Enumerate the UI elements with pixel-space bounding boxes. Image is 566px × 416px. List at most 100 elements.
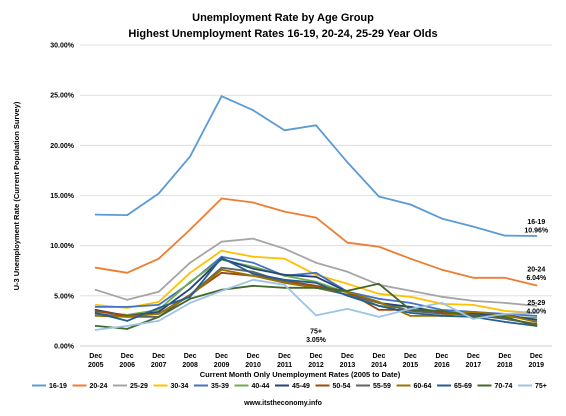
data-point-35-39 [378, 297, 380, 300]
legend-label: 65-69 [454, 383, 472, 390]
data-point-70-74 [126, 328, 129, 330]
legend-label: 45-49 [292, 383, 310, 390]
data-point-70-74 [440, 309, 443, 312]
data-point-75+ [157, 320, 160, 322]
data-point-45-49 [315, 275, 317, 278]
series-end-label: 4.00% [526, 308, 547, 315]
x-tick-year: 2014 [371, 362, 387, 369]
data-point-16-19 [189, 155, 192, 158]
data-point-20-24 [472, 276, 475, 279]
data-point-25-29 [503, 301, 506, 304]
data-point-25-29 [346, 270, 349, 273]
data-point-30-34 [315, 273, 317, 276]
x-tick-year: 2006 [119, 362, 135, 369]
data-point-70-74 [252, 284, 254, 287]
y-tick-label: 20.00% [50, 143, 75, 150]
legend-label: 50-54 [333, 383, 351, 390]
data-point-16-19 [315, 124, 317, 127]
x-tick-year: 2009 [214, 362, 230, 369]
data-point-55-59 [220, 266, 223, 269]
data-point-25-29 [189, 261, 192, 264]
data-point-70-74 [472, 315, 475, 317]
x-tick-month: Dec [341, 353, 354, 360]
data-point-70-74 [378, 282, 380, 285]
data-point-30-34 [378, 292, 380, 295]
data-point-75+ [315, 314, 317, 317]
data-point-20-24 [315, 216, 317, 219]
data-point-40-44 [535, 317, 538, 319]
data-point-16-19 [126, 214, 129, 216]
data-point-16-19 [94, 213, 97, 216]
data-point-20-24 [440, 268, 443, 271]
data-point-60-64 [283, 281, 286, 284]
data-point-65-69 [503, 321, 506, 323]
data-point-65-69 [440, 315, 443, 317]
x-tick-month: Dec [184, 353, 197, 360]
data-point-20-24 [94, 266, 97, 269]
x-tick-month: Dec [373, 353, 386, 360]
data-point-60-64 [535, 321, 538, 323]
data-point-75+ [440, 301, 443, 304]
data-point-60-64 [126, 316, 129, 318]
data-point-16-19 [252, 109, 254, 112]
x-tick-month: Dec [435, 353, 448, 360]
data-point-35-39 [94, 305, 97, 308]
data-point-30-34 [346, 282, 349, 285]
data-point-70-74 [157, 316, 160, 318]
x-tick-year: 2012 [308, 362, 324, 369]
data-point-60-64 [472, 310, 475, 313]
data-point-25-29 [472, 299, 475, 302]
data-point-75+ [283, 283, 286, 286]
series-end-label: 3.05% [306, 337, 327, 344]
x-tick-year: 2010 [245, 362, 261, 369]
data-point-70-74 [283, 286, 286, 289]
data-point-40-44 [189, 280, 192, 283]
data-point-55-59 [503, 318, 506, 320]
data-point-20-24 [283, 210, 286, 213]
data-point-45-49 [189, 287, 192, 290]
data-point-75+ [94, 329, 97, 331]
data-point-65-69 [252, 272, 254, 275]
data-point-45-49 [535, 319, 538, 321]
data-point-45-49 [283, 273, 286, 276]
data-point-35-39 [157, 303, 160, 306]
data-point-55-59 [535, 323, 538, 325]
data-point-75+ [409, 307, 412, 310]
data-point-70-74 [503, 316, 506, 318]
data-point-60-64 [220, 268, 223, 271]
data-point-30-34 [283, 257, 286, 260]
y-tick-label: 10.00% [50, 243, 75, 250]
legend-label: 30-34 [171, 383, 189, 390]
y-axis-label: U-3 Unemployment Rate (Current Populatio… [12, 101, 21, 290]
x-tick-year: 2008 [182, 362, 198, 369]
data-point-75+ [220, 289, 223, 292]
data-point-25-29 [157, 290, 160, 293]
data-point-35-39 [126, 305, 129, 308]
data-point-65-69 [189, 295, 192, 298]
data-point-65-69 [409, 311, 412, 314]
x-tick-year: 2018 [497, 362, 513, 369]
data-point-70-74 [189, 297, 192, 300]
data-point-16-19 [346, 161, 349, 164]
x-tick-month: Dec [467, 353, 480, 360]
series-end-label: 6.04% [526, 275, 547, 282]
data-point-50-54 [220, 271, 223, 274]
data-point-40-44 [252, 265, 254, 268]
legend-label: 35-39 [211, 383, 229, 390]
data-point-20-24 [409, 257, 412, 260]
data-point-75+ [189, 301, 192, 304]
legend-label: 25-29 [130, 383, 148, 390]
data-point-25-29 [315, 261, 317, 264]
x-tick-year: 2017 [466, 362, 482, 369]
data-point-65-69 [283, 278, 286, 281]
data-point-20-24 [157, 257, 160, 260]
series-end-label: 16-19 [527, 219, 545, 226]
data-point-35-39 [535, 315, 538, 317]
y-axis-ticks: 0.00% 5.00% 10.00% 15.00% 20.00% 25.00% 30.00% [50, 43, 75, 351]
y-tick-label: 25.00% [50, 93, 75, 100]
data-point-25-29 [252, 237, 254, 240]
x-tick-month: Dec [310, 353, 323, 360]
data-point-30-34 [189, 271, 192, 274]
data-point-60-64 [252, 274, 254, 277]
